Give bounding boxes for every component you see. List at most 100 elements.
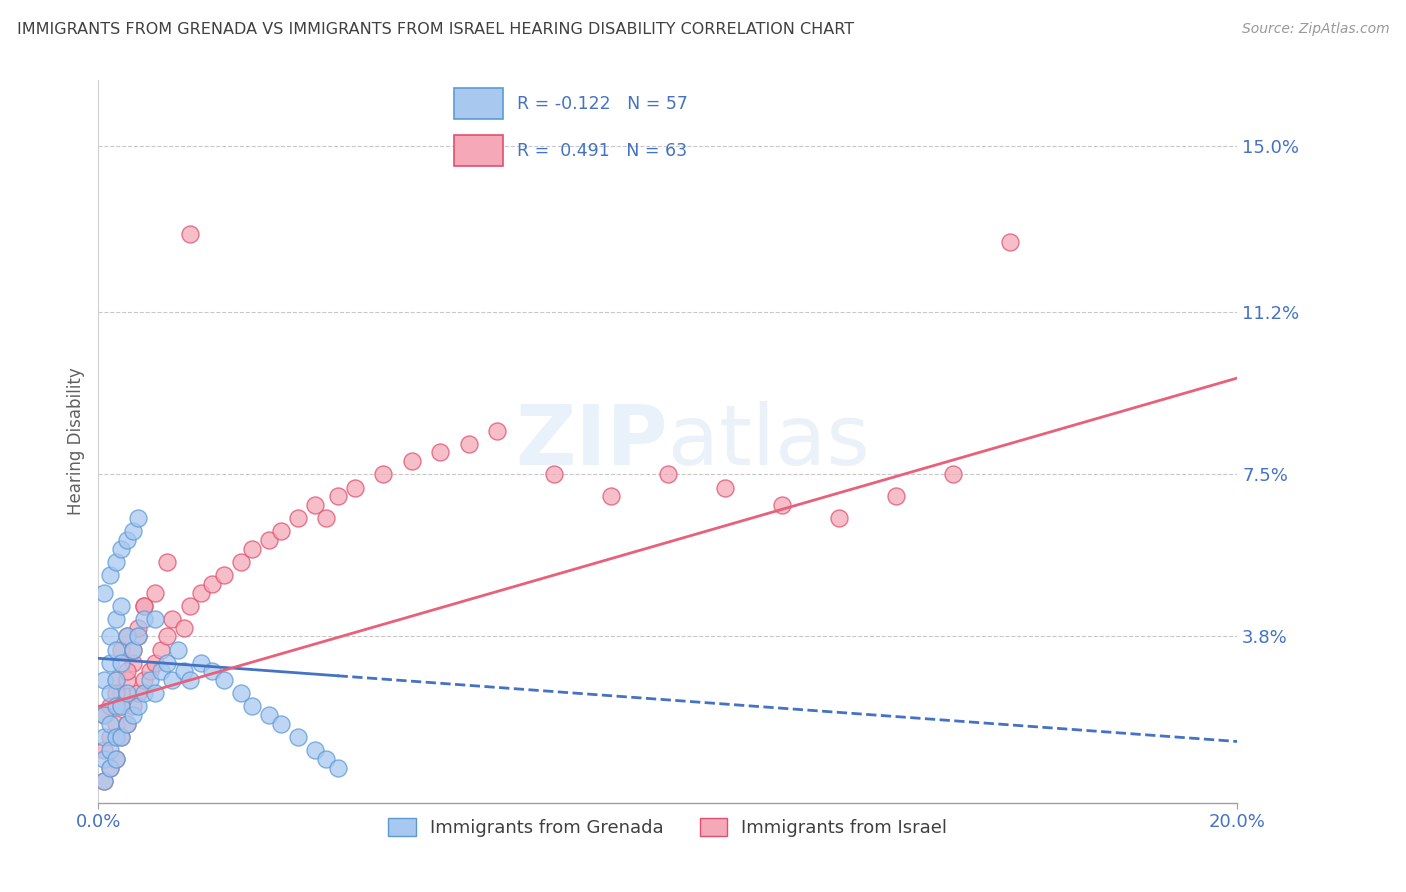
Point — [110, 699, 132, 714]
Point — [138, 673, 160, 688]
Point — [173, 665, 195, 679]
Point — [110, 642, 132, 657]
Point — [121, 699, 143, 714]
Point — [304, 743, 326, 757]
Point — [942, 467, 965, 482]
Point — [167, 642, 190, 657]
Point — [110, 686, 132, 700]
Point — [315, 752, 337, 766]
Point — [104, 752, 127, 766]
Point — [115, 717, 138, 731]
Point — [145, 612, 167, 626]
Point — [173, 621, 195, 635]
Point — [190, 656, 212, 670]
Point — [127, 629, 149, 643]
Point — [93, 752, 115, 766]
Point — [156, 555, 179, 569]
Point — [115, 533, 138, 547]
Point — [110, 699, 132, 714]
Point — [201, 577, 224, 591]
Point — [138, 665, 160, 679]
Point — [98, 730, 121, 744]
Text: R =  0.491   N = 63: R = 0.491 N = 63 — [517, 142, 688, 160]
Point — [270, 717, 292, 731]
Point — [127, 511, 149, 525]
Legend: Immigrants from Grenada, Immigrants from Israel: Immigrants from Grenada, Immigrants from… — [381, 811, 955, 845]
Point — [229, 686, 252, 700]
Point — [115, 717, 138, 731]
Point — [110, 656, 132, 670]
Point — [121, 524, 143, 539]
Point — [132, 612, 155, 626]
Point — [162, 673, 184, 688]
Point — [998, 235, 1021, 250]
Point — [132, 673, 155, 688]
Point — [315, 511, 337, 525]
Point — [600, 489, 623, 503]
Point — [543, 467, 565, 482]
Point — [343, 481, 366, 495]
Point — [486, 424, 509, 438]
Point — [110, 730, 132, 744]
Point — [98, 761, 121, 775]
Point — [93, 743, 115, 757]
Point — [150, 642, 173, 657]
Point — [115, 665, 138, 679]
Point — [229, 555, 252, 569]
Point — [179, 599, 201, 613]
Point — [121, 656, 143, 670]
Text: ZIP: ZIP — [516, 401, 668, 482]
Point — [429, 445, 451, 459]
Point — [127, 629, 149, 643]
Point — [828, 511, 851, 525]
Point — [240, 699, 263, 714]
Point — [93, 708, 115, 723]
Point — [104, 612, 127, 626]
Point — [201, 665, 224, 679]
Point — [156, 629, 179, 643]
Point — [326, 761, 349, 775]
Point — [93, 773, 115, 788]
Point — [287, 730, 309, 744]
Point — [145, 656, 167, 670]
Point — [240, 541, 263, 556]
Point — [121, 642, 143, 657]
Point — [150, 665, 173, 679]
Point — [104, 673, 127, 688]
Point — [127, 686, 149, 700]
Point — [93, 585, 115, 599]
Point — [110, 541, 132, 556]
Bar — [454, 88, 503, 119]
Point — [190, 585, 212, 599]
Text: Source: ZipAtlas.com: Source: ZipAtlas.com — [1241, 22, 1389, 37]
Point — [104, 752, 127, 766]
Point — [287, 511, 309, 525]
Point — [326, 489, 349, 503]
Point — [132, 599, 155, 613]
Point — [132, 599, 155, 613]
Point — [98, 656, 121, 670]
Point — [714, 481, 737, 495]
Point — [104, 642, 127, 657]
Point — [121, 708, 143, 723]
Point — [156, 656, 179, 670]
Point — [98, 568, 121, 582]
Point — [93, 730, 115, 744]
Point — [104, 686, 127, 700]
Point — [373, 467, 395, 482]
Point — [98, 629, 121, 643]
Point — [98, 686, 121, 700]
Point — [93, 673, 115, 688]
Point — [93, 708, 115, 723]
Point — [884, 489, 907, 503]
Point — [457, 436, 479, 450]
Point — [104, 699, 127, 714]
Point — [657, 467, 679, 482]
Point — [115, 629, 138, 643]
Point — [93, 773, 115, 788]
Point — [115, 629, 138, 643]
Point — [304, 498, 326, 512]
Point — [179, 673, 201, 688]
Point — [162, 612, 184, 626]
Point — [401, 454, 423, 468]
